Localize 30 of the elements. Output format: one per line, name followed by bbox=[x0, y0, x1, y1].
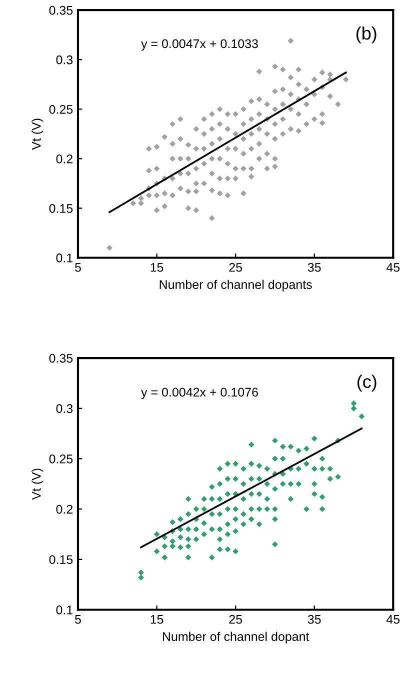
x-tick-label: 45 bbox=[386, 263, 400, 272]
x-tick-label: 25 bbox=[229, 262, 242, 272]
y-tick-label: 0.2 bbox=[56, 154, 72, 164]
y-tick-label: 0.3 bbox=[56, 404, 73, 414]
y-tick-label: 0.25 bbox=[49, 454, 73, 464]
x-tick-label: 5 bbox=[75, 615, 81, 624]
x-tick-label: 15 bbox=[150, 615, 164, 624]
y-tick-label: 0.35 bbox=[49, 354, 73, 363]
y-tick-label: 0.2 bbox=[56, 504, 72, 514]
x-tick-label: 15 bbox=[150, 263, 164, 272]
x-tick-label: 35 bbox=[308, 262, 321, 272]
x-tick-label: 45 bbox=[386, 615, 400, 624]
y-tick-label: 0.15 bbox=[49, 555, 73, 564]
y-tick-label: 0.15 bbox=[49, 204, 73, 213]
annotation: y = 0.0042x + 0.1076 bbox=[141, 388, 258, 400]
y-tick-label: 0.25 bbox=[49, 104, 73, 114]
x-tick-label: 35 bbox=[308, 614, 321, 624]
x-tick-label: 5 bbox=[75, 263, 81, 272]
annotation: y = 0.0047x + 0.1033 bbox=[141, 39, 258, 51]
y-tick-label: 0.3 bbox=[56, 55, 73, 64]
y-tick-label: 0.35 bbox=[49, 6, 73, 15]
y-axis-title: Vt (V) bbox=[32, 468, 44, 500]
y-tick-label: 0.1 bbox=[56, 254, 73, 262]
y-axis-title: Vt (V) bbox=[32, 118, 44, 150]
x-axis-title: Number of channel dopants bbox=[160, 280, 312, 292]
annotation: (c) bbox=[357, 374, 376, 392]
annotation: (b) bbox=[356, 26, 376, 44]
y-tick-label: 0.1 bbox=[56, 606, 73, 614]
x-tick-label: 25 bbox=[229, 614, 242, 624]
x-axis-title: Number of channel dopant bbox=[162, 632, 310, 644]
